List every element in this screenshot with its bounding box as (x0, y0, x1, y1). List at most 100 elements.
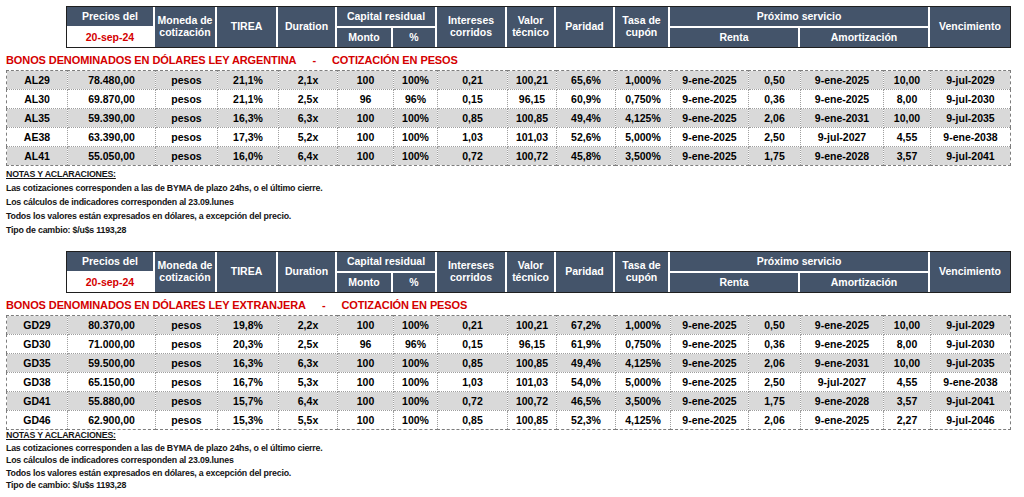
bond-cell: 96% (394, 90, 438, 109)
bond-cell: 2,5x (279, 335, 338, 354)
col-proximo-servicio: Próximo servicio (670, 7, 930, 28)
bond-cell: 3,57 (884, 392, 931, 411)
bond-cell: 6,3x (279, 109, 338, 128)
col-tasa-cupon: Tasa de cupón (615, 252, 670, 292)
bond-cell: 0,72 (438, 147, 508, 166)
bond-cell: 100% (394, 71, 438, 90)
bond-cell: 5,5x (279, 411, 338, 430)
bond-cell: 4,125% (616, 354, 671, 373)
bond-cell: 21,1% (218, 90, 279, 109)
bond-ticker: GD46 (7, 411, 68, 430)
bond-cell: 21,1% (218, 71, 279, 90)
bond-cell: 3,500% (616, 147, 671, 166)
bond-cell: 63.390,00 (68, 128, 156, 147)
bond-cell: 2,50 (749, 373, 801, 392)
col-pct: % (393, 28, 437, 47)
bond-row: GD4662.900,00pesos15,3%5,5x100100%0,8510… (7, 411, 1011, 430)
bond-cell: pesos (156, 411, 218, 430)
bond-cell: 55.880,00 (68, 392, 156, 411)
bond-cell: 9-jul-2046 (931, 411, 1011, 430)
bond-cell: 80.370,00 (68, 316, 156, 335)
price-header-extranjera: Precios del Moneda de cotización TIREA D… (66, 251, 1011, 293)
note-line: Todos los valores están expresados en dó… (6, 209, 323, 223)
bond-cell: 4,55 (884, 128, 931, 147)
col-capital-residual: Capital residual (337, 7, 437, 28)
bond-cell: 9-jul-2035 (931, 109, 1011, 128)
bond-cell: 78.480,00 (68, 71, 156, 90)
note-line: Los cálculos de indicadores corresponden… (6, 195, 323, 209)
bond-row: GD3071.000,00pesos20,3%2,5x9696%0,1596,1… (7, 335, 1011, 354)
col-amortizacion: Amortización (800, 273, 930, 292)
bond-cell: 100 (338, 373, 394, 392)
bond-cell: 100 (338, 147, 394, 166)
bond-cell: 100 (338, 109, 394, 128)
section-title-main: BONOS DENOMINADOS EN DÓLARES LEY EXTRANJ… (6, 299, 306, 311)
bond-row: GD4155.880,00pesos15,7%6,4x100100%0,7210… (7, 392, 1011, 411)
section-title-ley-argentina: BONOS DENOMINADOS EN DÓLARES LEY ARGENTI… (6, 54, 458, 66)
bond-cell: 96,15 (508, 90, 557, 109)
bond-cell: 9-ene-2031 (801, 354, 884, 373)
bond-row: AL3559.390,00pesos16,3%6,3x100100%0,8510… (7, 109, 1011, 128)
col-proximo-servicio: Próximo servicio (670, 252, 930, 273)
bond-cell: pesos (156, 90, 218, 109)
bond-cell: 1,75 (749, 392, 801, 411)
bond-cell: 2,27 (884, 411, 931, 430)
bond-cell: 100 (338, 71, 394, 90)
bond-cell: 3,57 (884, 147, 931, 166)
col-moneda: Moneda de cotización (155, 7, 217, 47)
bond-cell: 9-jul-2041 (931, 147, 1011, 166)
bond-cell: 100% (394, 373, 438, 392)
bond-cell: 1,03 (438, 373, 508, 392)
bond-cell: 9-jul-2027 (801, 373, 884, 392)
section-title-ley-extranjera: BONOS DENOMINADOS EN DÓLARES LEY EXTRANJ… (6, 299, 467, 311)
bond-cell: pesos (156, 71, 218, 90)
bond-cell: 10,00 (884, 354, 931, 373)
bond-row: GD2980.370,00pesos19,8%2,2x100100%0,2110… (7, 316, 1011, 335)
bond-cell: 101,03 (508, 128, 557, 147)
bond-cell: pesos (156, 109, 218, 128)
note-line: Tipo de cambio: $/u$s 1193,28 (6, 479, 323, 492)
bond-cell: 2,50 (749, 128, 801, 147)
bond-cell: 10,00 (884, 109, 931, 128)
bond-cell: 6,4x (279, 392, 338, 411)
bond-cell: 9-ene-2038 (931, 128, 1011, 147)
bond-cell: 65,6% (557, 71, 616, 90)
bond-cell: 49,4% (557, 109, 616, 128)
price-date: 20-sep-24 (67, 28, 155, 47)
col-valor-tecnico: Valor técnico (507, 7, 556, 47)
bond-cell: 9-jul-2029 (931, 71, 1011, 90)
bond-cell: 100,85 (508, 109, 557, 128)
bond-cell: 1,000% (616, 71, 671, 90)
bond-cell: 0,50 (749, 316, 801, 335)
col-paridad: Paridad (556, 252, 615, 292)
bond-cell: 100,72 (508, 147, 557, 166)
col-renta: Renta (670, 28, 800, 47)
bond-ticker: AL41 (7, 147, 68, 166)
bond-ticker: AL30 (7, 90, 68, 109)
col-duration: Duration (278, 252, 337, 292)
bond-cell: 2,06 (749, 411, 801, 430)
bond-cell: 96 (338, 90, 394, 109)
price-header-argentina: Precios del Moneda de cotización TIREA D… (66, 6, 1011, 48)
bond-cell: 9-jul-2029 (931, 316, 1011, 335)
bond-cell: 67,2% (557, 316, 616, 335)
col-precios-label: Precios del (67, 7, 155, 28)
bond-ticker: AL35 (7, 109, 68, 128)
bond-cell: 16,3% (218, 109, 279, 128)
bond-cell: 1,75 (749, 147, 801, 166)
notes-block-1: NOTAS Y ACLARACIONES: Las cotizaciones c… (6, 167, 323, 237)
bond-cell: 55.050,00 (68, 147, 156, 166)
bond-cell: 9-ene-2025 (671, 354, 749, 373)
price-date: 20-sep-24 (67, 273, 155, 292)
bond-cell: 0,21 (438, 316, 508, 335)
bond-cell: 0,36 (749, 90, 801, 109)
col-paridad: Paridad (556, 7, 615, 47)
bond-cell: 9-ene-2025 (801, 411, 884, 430)
bond-cell: 9-jul-2035 (931, 354, 1011, 373)
bond-row: GD3865.150,00pesos16,7%5,3x100100%1,0310… (7, 373, 1011, 392)
bond-cell: pesos (156, 354, 218, 373)
bond-cell: 45,8% (557, 147, 616, 166)
bond-cell: 2,06 (749, 354, 801, 373)
bond-cell: 0,72 (438, 392, 508, 411)
bond-cell: 5,2x (279, 128, 338, 147)
